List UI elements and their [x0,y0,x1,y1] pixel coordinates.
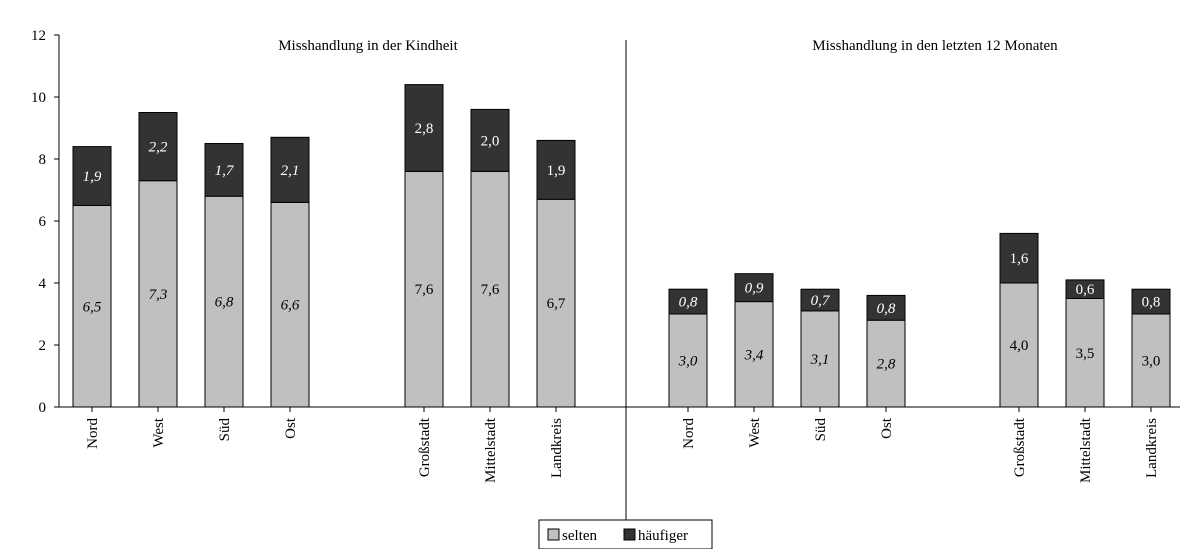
x-tick-label: West [151,417,167,447]
data-label: 0,7 [811,293,831,309]
data-label: 0,9 [745,281,764,297]
data-label: 4,0 [1010,338,1029,354]
panel-titles: Misshandlung in der Kindheit Misshandlung… [278,38,1058,54]
y-axis: 0 2 4 6 8 10 12 [31,28,59,416]
y-tick-label: 8 [39,152,47,168]
x-tick-label: Mittelstadt [1078,417,1094,483]
x-tick-label: Mittelstadt [483,417,499,483]
x-tick-label: Landkreis [1144,418,1160,478]
panel-title: Misshandlung in den letzten 12 Monaten [812,38,1058,54]
x-tick-label: Ost [283,417,299,439]
x-tick-label: Süd [217,418,233,442]
data-label: 6,8 [215,295,234,311]
data-label: 1,9 [547,163,566,179]
x-tick-label: Ost [879,417,895,439]
legend-label-selten: selten [562,528,597,544]
data-label: 7,6 [415,282,434,298]
data-label: 1,6 [1010,251,1029,267]
data-label: 7,6 [481,282,500,298]
data-label: 6,5 [83,299,102,315]
x-tick-label: West [747,417,763,447]
data-label: 6,7 [547,296,566,312]
bars: 6,5 1,9 7,3 2,2 6,8 1,7 6,6 2,1 7,6 2,8 7,6 2,0 6,7 1… [73,85,1170,407]
data-label: 3,0 [678,354,698,370]
y-tick-label: 12 [31,28,46,44]
data-label: 0,8 [1142,295,1161,311]
data-label: 3,5 [1076,346,1095,362]
x-tick-label: Großstadt [417,417,433,477]
x-tick-label: Landkreis [549,418,565,478]
x-tick-label: Süd [813,418,829,442]
data-label: 7,3 [149,287,168,303]
data-label: 2,0 [481,133,500,149]
y-tick-label: 4 [39,276,47,292]
x-tick-label: Nord [85,418,101,449]
data-label: 1,7 [215,163,235,179]
data-label: 3,0 [1142,354,1161,370]
y-tick-label: 10 [31,90,46,106]
legend-label-haeufiger: häufiger [638,528,688,544]
data-label: 0,8 [679,295,698,311]
panel-title: Misshandlung in der Kindheit [278,38,458,54]
data-label: 6,6 [281,298,300,314]
legend-swatch-haeufiger [624,529,635,540]
data-label: 3,1 [810,352,830,368]
data-label: 2,8 [415,121,434,137]
x-tick-label: Nord [681,418,697,449]
y-tick-label: 2 [39,338,47,354]
data-label: 1,9 [83,169,102,185]
legend-swatch-selten [548,529,559,540]
data-label: 3,4 [744,347,764,363]
data-label: 0,8 [877,301,896,317]
data-label: 2,8 [877,357,896,373]
data-label: 2,1 [281,163,300,179]
legend: selten häufiger [539,520,712,549]
data-label: 0,6 [1076,282,1095,298]
y-tick-label: 6 [39,214,47,230]
x-tick-label: Großstadt [1012,417,1028,477]
data-label: 2,2 [149,140,168,156]
y-tick-label: 0 [39,400,47,416]
